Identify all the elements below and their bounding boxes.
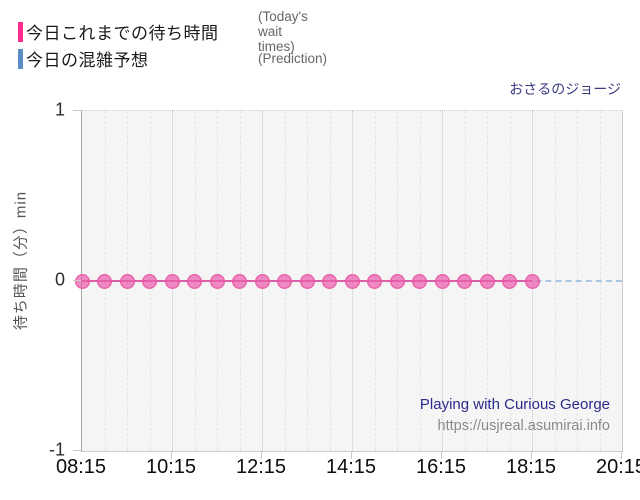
wait-time-dot bbox=[322, 273, 337, 289]
site-url: https://usjreal.asumirai.info bbox=[437, 417, 610, 434]
major-gridline bbox=[622, 111, 623, 451]
y-axis-title: 待ち時間（分）min bbox=[12, 190, 30, 331]
wait-time-dot bbox=[277, 273, 292, 289]
wait-time-dot bbox=[479, 273, 495, 289]
wait-time-dot bbox=[254, 273, 270, 289]
x-axis-label: 08:15 bbox=[55, 456, 107, 478]
wait-time-dot bbox=[412, 273, 427, 289]
wait-time-dot bbox=[344, 273, 360, 289]
legend-item-prediction: 今日の混雑予想 (Prediction) bbox=[18, 45, 327, 72]
x-axis-tick bbox=[531, 451, 532, 459]
wait-time-dot bbox=[457, 273, 472, 289]
attraction-name-jp: おさるのジョージ bbox=[509, 81, 621, 97]
y-axis-label: 1 bbox=[54, 99, 65, 120]
wait-time-dot bbox=[389, 273, 405, 289]
attraction-name-en: Playing with Curious George bbox=[419, 396, 610, 414]
wait-time-dot bbox=[434, 273, 450, 289]
wait-time-dot bbox=[232, 273, 247, 289]
y-axis-label: -1 bbox=[48, 439, 65, 460]
wait-time-dot bbox=[142, 273, 157, 289]
x-axis-label: 16:15 bbox=[415, 456, 467, 478]
legend-prediction-label-en: (Prediction) bbox=[258, 51, 328, 66]
legend-prediction-label-jp: 今日の混雑予想 bbox=[26, 51, 149, 70]
wait-time-dot bbox=[164, 273, 180, 289]
x-axis-label: 10:15 bbox=[145, 456, 197, 478]
wait-time-dot bbox=[209, 273, 225, 289]
wait-time-dot bbox=[97, 273, 112, 289]
plot-area: Playing with Curious George https://usjr… bbox=[74, 110, 623, 452]
wait-time-dot bbox=[299, 273, 315, 289]
legend-today-label-en: (Today's wait times) bbox=[258, 9, 308, 54]
legend-item-today: 今日これまでの待ち時間 (Today's wait times) bbox=[18, 9, 308, 54]
wait-time-dot bbox=[524, 273, 540, 289]
x-axis-label: 18:15 bbox=[505, 456, 557, 478]
watermark: Playing with Curious George https://usjr… bbox=[420, 394, 610, 437]
legend-today-label-jp: 今日これまでの待ち時間 bbox=[26, 24, 219, 43]
y-axis-tick bbox=[73, 450, 81, 451]
x-axis-tick bbox=[441, 451, 442, 459]
wait-time-dot bbox=[74, 273, 90, 289]
y-axis-tick bbox=[73, 110, 81, 111]
x-axis-tick bbox=[621, 451, 622, 459]
y-axis-label: 0 bbox=[54, 269, 65, 290]
y-axis-tick bbox=[73, 280, 81, 281]
wait-time-dot bbox=[502, 273, 517, 289]
wait-time-dot bbox=[187, 273, 202, 289]
x-axis-tick bbox=[351, 451, 352, 459]
x-axis-label: 12:15 bbox=[235, 456, 287, 478]
prediction-series-swatch bbox=[18, 48, 23, 69]
x-axis-label: 14:15 bbox=[325, 456, 377, 478]
today-series-swatch bbox=[18, 21, 23, 42]
wait-time-dot bbox=[367, 273, 382, 289]
x-axis-label: 20:15 bbox=[595, 456, 640, 478]
chart-legend: 今日これまでの待ち時間 (Today's wait times) 今日の混雑予想… bbox=[18, 9, 327, 72]
wait-time-dot bbox=[119, 273, 135, 289]
x-axis-tick bbox=[261, 451, 262, 459]
x-axis-tick bbox=[171, 451, 172, 459]
